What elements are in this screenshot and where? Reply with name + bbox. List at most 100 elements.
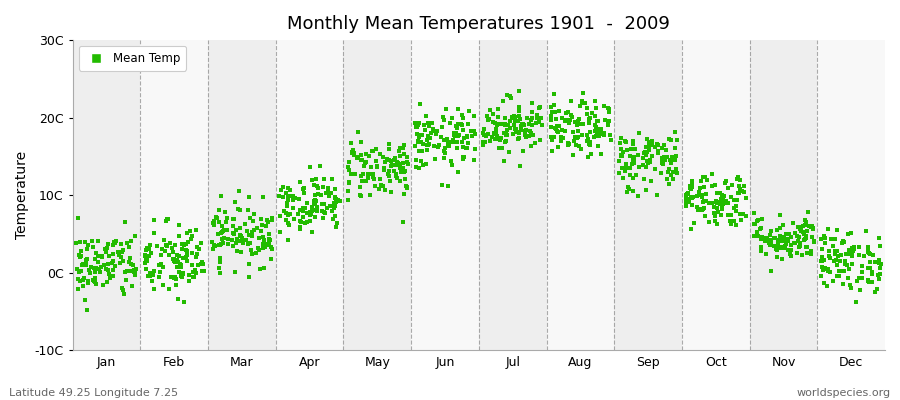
Point [832,253,846,260]
Point [389,173,403,179]
Point [253,266,267,272]
Text: worldspecies.org: worldspecies.org [796,388,891,398]
Point [580,111,594,117]
Point [434,134,448,140]
Point [445,162,459,169]
Point [359,150,374,157]
Point [619,161,634,168]
Point [122,259,136,265]
Point [695,192,709,198]
Point [822,252,836,259]
Point [491,136,506,142]
Point [518,132,532,138]
Point [797,216,812,223]
Point [302,164,317,170]
Point [262,231,276,237]
Point [393,162,408,168]
Point [77,239,92,245]
Point [647,166,662,172]
Point [392,161,407,168]
Point [727,197,742,204]
Point [589,124,603,130]
Point [158,242,173,249]
Point [113,253,128,260]
Point [391,158,405,165]
Point [571,134,585,141]
Point [308,201,322,208]
Point [784,234,798,240]
Point [124,238,139,245]
Bar [140,40,208,350]
Point [784,242,798,248]
Point [422,122,436,129]
Point [554,134,569,140]
Point [393,168,408,175]
Point [696,206,710,212]
Point [617,138,632,144]
Point [213,193,228,200]
Point [220,215,234,222]
Point [112,250,126,257]
Point [501,149,516,155]
Point [250,225,265,231]
Point [382,156,396,163]
Point [393,144,408,151]
Point [308,197,322,204]
Point [168,282,183,288]
Point [590,132,604,139]
Point [597,130,611,136]
Point [768,234,782,241]
Point [636,149,651,156]
Point [715,195,729,201]
Point [193,246,207,252]
Point [805,234,819,240]
Point [354,139,368,146]
Point [855,263,869,269]
Point [747,232,761,239]
Point [123,255,138,261]
Point [773,232,788,239]
Point [179,252,194,258]
Point [71,286,86,292]
Point [696,174,710,180]
Point [279,217,293,223]
Point [207,218,221,224]
Point [344,140,358,146]
Point [562,141,576,147]
Point [602,131,616,138]
Point [823,268,837,275]
Point [834,268,849,274]
Point [81,242,95,248]
Point [775,256,789,262]
Point [772,234,787,241]
Point [792,243,806,250]
Point [520,115,535,121]
Point [419,146,434,153]
Point [527,140,542,146]
Point [566,152,580,158]
Bar [614,40,682,350]
Point [830,262,844,268]
Point [374,181,389,188]
Point [408,120,422,126]
Point [865,269,879,275]
Point [588,128,602,134]
Point [500,126,515,133]
Point [166,248,180,255]
Point [280,200,294,206]
Point [149,243,164,249]
Point [291,211,305,217]
Point [305,204,320,210]
Point [859,227,873,234]
Point [684,194,698,200]
Point [643,157,657,163]
Point [124,261,139,268]
Point [575,100,590,107]
Point [828,251,842,257]
Point [779,237,794,243]
Point [368,183,382,189]
Point [855,275,869,281]
Point [166,256,180,262]
Point [323,202,338,209]
Point [142,242,157,249]
